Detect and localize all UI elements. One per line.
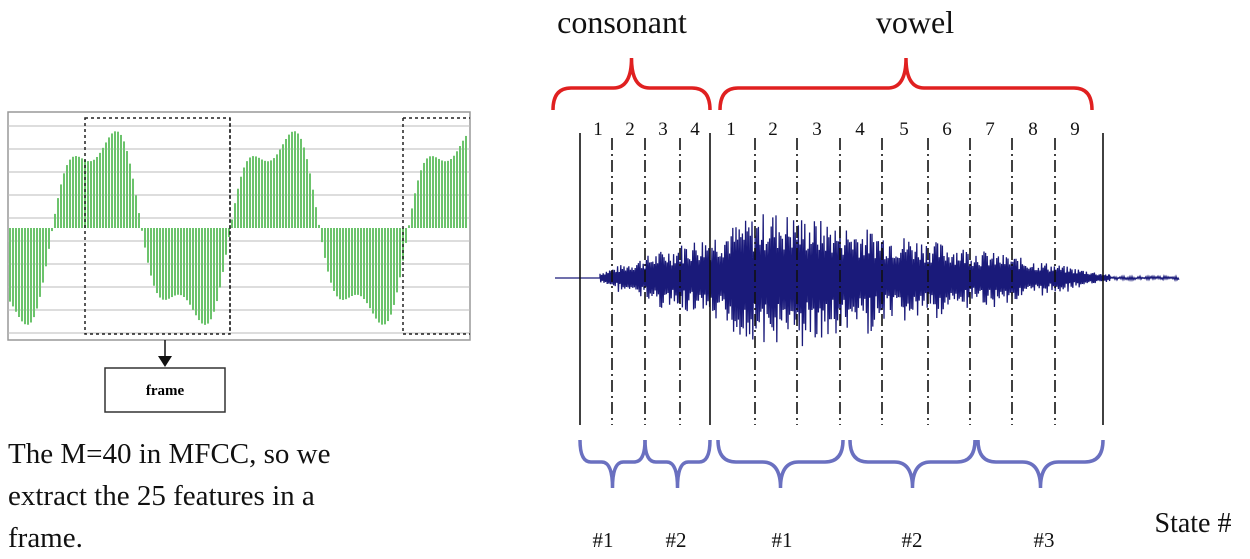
frame-number: 1: [726, 119, 736, 140]
frame-number: 7: [985, 119, 995, 140]
frame-number: 6: [942, 119, 952, 140]
frame-label: frame: [146, 383, 185, 399]
frame-number: 4: [855, 119, 865, 140]
consonant-label: consonant: [557, 4, 687, 40]
frame-number: 2: [768, 119, 778, 140]
frame-number: 3: [812, 119, 822, 140]
frame-number: 9: [1070, 119, 1080, 140]
brace: [578, 439, 647, 489]
frame-number: 2: [625, 119, 635, 140]
description-line: frame.: [8, 522, 83, 554]
frame-number: 8: [1028, 119, 1038, 140]
arrow-head: [158, 356, 172, 367]
description-line: The M=40 in MFCC, so we: [8, 438, 330, 470]
description-line: extract the 25 features in a: [8, 480, 315, 512]
state-axis-label: State #: [1155, 508, 1232, 539]
frame-number: 4: [690, 119, 700, 140]
state-label: #1: [593, 528, 614, 552]
brace: [643, 439, 712, 489]
brace: [551, 57, 712, 111]
state-label: #1: [772, 528, 793, 552]
frame-number: 5: [899, 119, 909, 140]
frame-waveform: [9, 131, 467, 325]
braces: [551, 57, 1105, 489]
brace: [718, 57, 1094, 111]
labels: 1 2 3 4 1 2 3 4 5 6 7 8 9 #1 #2 #1 #2 #3: [593, 119, 1080, 552]
frame-number: 1: [593, 119, 603, 140]
brace: [848, 439, 977, 489]
brace: [716, 439, 845, 489]
frame-box: [104, 367, 226, 413]
brace: [976, 439, 1105, 489]
state-label: #2: [902, 528, 923, 552]
state-label: #3: [1034, 528, 1055, 552]
vowel-label: vowel: [876, 4, 954, 40]
frame-borders: [84, 117, 470, 335]
frame-number: 3: [658, 119, 668, 140]
state-label: #2: [666, 528, 687, 552]
frame-boundaries: [579, 133, 1104, 425]
speech-waveform: [555, 214, 1180, 347]
